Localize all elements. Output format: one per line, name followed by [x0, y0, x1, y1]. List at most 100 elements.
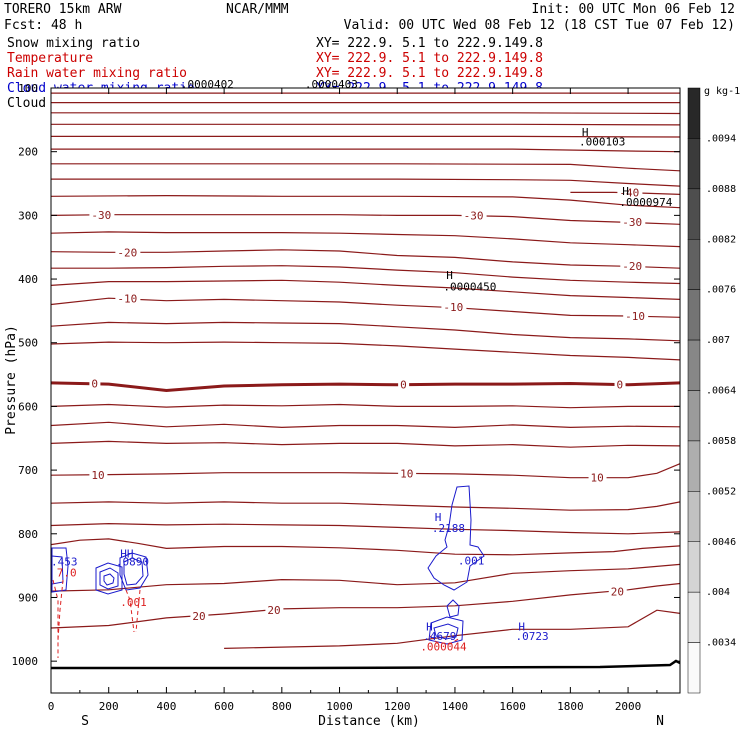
cloud-water-contour	[103, 573, 115, 586]
colorbar-swatch	[687, 339, 701, 391]
cloud-water-contour	[427, 485, 485, 591]
field-annotation: 7.0	[57, 566, 77, 579]
contour-label-bg	[89, 468, 108, 481]
contour-label-bg	[89, 377, 101, 390]
field-annotation: .2188	[432, 522, 465, 535]
contour-label: -30	[91, 209, 111, 222]
temperature-contour	[50, 522, 681, 535]
contour-label: 10	[591, 472, 604, 485]
temperature-contour	[50, 563, 681, 592]
colorbar-label: .0076	[706, 285, 736, 296]
x-tick-label: 1200	[384, 700, 411, 713]
contour-label-bg	[623, 309, 649, 322]
colorbar-swatch	[687, 289, 701, 341]
colorbar-label: .0046	[706, 537, 736, 548]
contour-label: -30	[464, 210, 484, 223]
colorbar-swatch	[687, 188, 701, 240]
temperature-contour	[51, 135, 681, 138]
temperature-contour	[50, 231, 681, 248]
init-time: Init: 00 UTC Mon 06 Feb 12	[532, 2, 736, 17]
contour-label: 20	[267, 604, 280, 617]
temperature-contour	[50, 381, 681, 393]
contour-label-bg	[115, 292, 141, 305]
rain-water-contours	[52, 579, 461, 658]
temperature-contour	[50, 341, 681, 361]
x-tick-label: 0	[48, 700, 55, 713]
cloud-water-contour	[119, 552, 149, 591]
rain-contour	[429, 635, 461, 645]
colorbar-swatch	[687, 591, 701, 643]
contour-label: -20	[622, 260, 642, 273]
contour-label: 20	[611, 585, 624, 598]
legend-field-xy: XY= 222.9. 5.1 to 222.9.149.8	[316, 51, 543, 66]
x-tick-label: 1800	[557, 700, 584, 713]
contour-label-bg	[620, 260, 646, 273]
field-annotation: .0000974	[619, 196, 672, 209]
y-tick-label: 700	[18, 464, 38, 477]
field-annotation: .000103	[579, 135, 625, 148]
colorbar-label: .0082	[706, 234, 736, 245]
temperature-contour	[50, 582, 681, 629]
contour-label-bg	[441, 301, 467, 314]
colorbar-swatch	[687, 440, 701, 492]
contour-label-bg	[190, 610, 209, 623]
temperature-contour	[50, 440, 681, 448]
colorbar-label: .0094	[706, 133, 736, 144]
rain-contour	[125, 589, 135, 633]
y-tick-label: 200	[18, 146, 38, 159]
ground-surface	[51, 663, 680, 693]
contour-label-bg	[89, 208, 115, 221]
temperature-contour	[51, 123, 681, 126]
y-tick-label: 800	[18, 528, 38, 541]
temperature-contour	[51, 178, 681, 187]
cloud-water-contour	[51, 547, 69, 593]
contour-label: 10	[91, 469, 104, 482]
temperature-contour	[50, 421, 681, 429]
x-end-label-south: S	[81, 714, 89, 729]
valid-time: Valid: 00 UTC Wed 08 Feb 12 (18 CST Tue …	[344, 18, 735, 33]
field-annotation: H	[518, 621, 525, 634]
legend-field-xy: XY= 222.9. 5.1 to 222.9.149.8	[316, 66, 543, 81]
colorbar-swatch	[687, 541, 701, 593]
x-tick-label: 1000	[326, 700, 353, 713]
colorbar-label: .0064	[706, 386, 736, 397]
field-annotation: .001	[458, 554, 485, 567]
colorbar: .0094 .0088 .0082 .0076 .007 .0064 .0058 .0052.…	[687, 86, 740, 694]
temperature-contour	[50, 403, 680, 409]
legend-field-label: Rain water mixing ratio	[7, 66, 187, 81]
contour-label: -10	[443, 301, 463, 314]
contour-label-bg	[398, 467, 417, 480]
x-tick-label: 1600	[499, 700, 526, 713]
x-tick-label: 1400	[442, 700, 469, 713]
temperature-contour	[50, 538, 681, 556]
cloud-water-contours	[51, 485, 485, 645]
legend-field-label: Temperature	[7, 51, 93, 66]
colorbar-label: .007	[706, 335, 730, 346]
colorbar-label: .004	[706, 587, 730, 598]
field-annotation: .001	[120, 596, 147, 609]
x-end-label-north: N	[656, 714, 664, 729]
y-axis-label: Pressure (hPa)	[4, 325, 19, 435]
temperature-contour	[50, 463, 681, 479]
contour-label-bg	[115, 246, 141, 259]
field-annotation: H	[446, 269, 453, 282]
plot-area: 0 0 0 -10 -10 -10 -20 -20 -30 -30 -30 -40 10 10 10 20 20…	[50, 78, 681, 694]
cloud-water-contour	[433, 623, 459, 640]
cloud-water-contour	[446, 599, 460, 618]
colorbar-swatch	[687, 138, 701, 190]
field-annotation: .0890	[116, 556, 149, 569]
cloud-water-contour	[99, 567, 119, 590]
cloud-water-contour	[95, 562, 123, 595]
field-annotation: .0723	[516, 630, 549, 643]
x-tick-label: 2000	[615, 700, 642, 713]
y-tick-label: 900	[18, 591, 38, 604]
colorbar-units: g kg-1	[704, 86, 740, 97]
temperature-contour	[224, 609, 681, 649]
colorbar-swatch	[687, 239, 701, 290]
colorbar-label: .0058	[706, 436, 736, 447]
field-annotation: .4679	[423, 630, 456, 643]
field-annotation: H	[582, 126, 589, 139]
contour-label-bg	[461, 209, 487, 222]
x-tick-label: 600	[214, 700, 234, 713]
temperature-contour	[51, 112, 681, 115]
